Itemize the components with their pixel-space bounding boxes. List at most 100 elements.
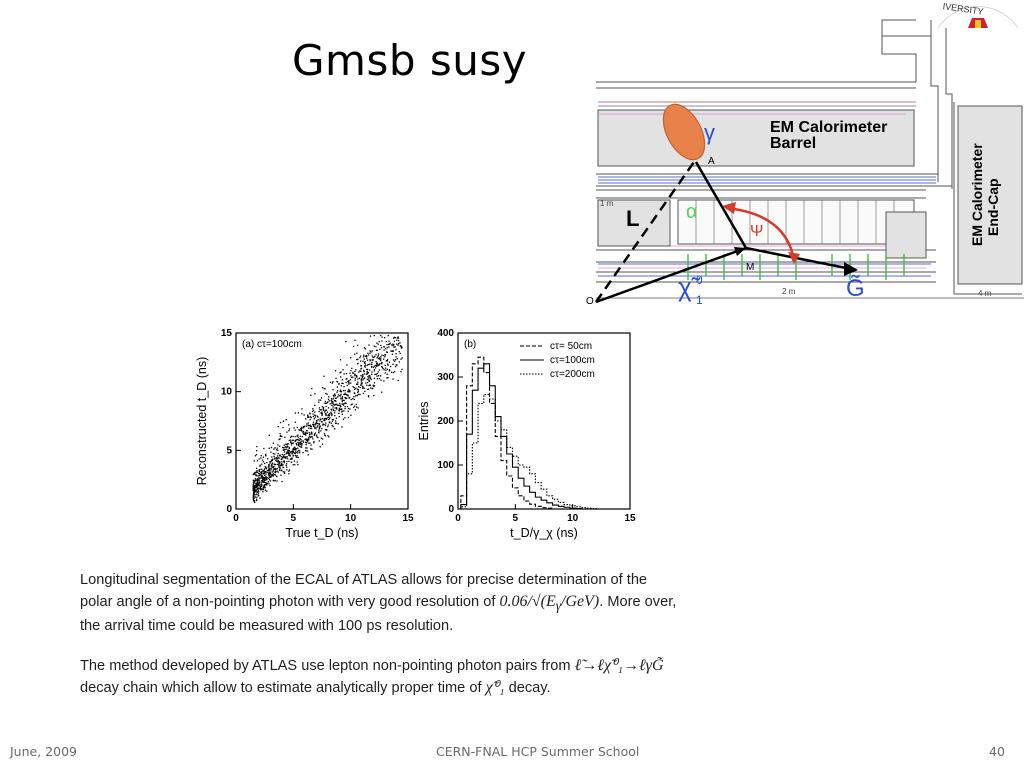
scatter-point xyxy=(373,369,376,371)
scatter-point xyxy=(327,401,329,403)
scatter-point xyxy=(294,452,296,454)
scatter-point xyxy=(362,374,364,376)
scatter-point xyxy=(377,371,379,373)
scatter-point xyxy=(312,438,314,440)
scatter-point xyxy=(293,460,296,462)
scatter-point xyxy=(378,340,380,343)
scatter-point xyxy=(334,422,337,424)
scatter-point xyxy=(252,495,255,497)
scatter-point xyxy=(377,374,380,377)
scatter-point xyxy=(261,479,264,482)
scatter-point xyxy=(281,480,283,483)
scatter-point xyxy=(363,377,366,379)
scatter-point xyxy=(293,427,295,429)
scatter-point xyxy=(371,355,373,357)
hist-ytick-label: 100 xyxy=(437,460,454,471)
scatter-point xyxy=(261,484,263,487)
scatter-point xyxy=(253,485,256,487)
scale-2m: 2 m xyxy=(782,287,796,296)
scatter-point xyxy=(268,469,270,471)
scatter-point xyxy=(357,407,359,409)
scatter-point xyxy=(291,439,293,441)
scatter-point xyxy=(396,339,398,341)
scatter-point xyxy=(369,359,371,361)
scatter-point xyxy=(345,341,347,343)
scatter-point xyxy=(302,441,304,443)
scatter-point xyxy=(337,394,340,396)
scatter-point xyxy=(327,425,329,428)
scatter-point xyxy=(306,423,308,425)
scatter-point xyxy=(380,347,383,349)
scatter-point xyxy=(294,436,296,438)
scatter-point xyxy=(299,429,301,431)
scatter-point xyxy=(350,357,352,359)
scatter-point xyxy=(312,408,314,410)
scatter-point xyxy=(308,431,310,434)
scatter-point xyxy=(257,484,259,486)
scatter-point xyxy=(330,413,332,415)
scatter-point xyxy=(276,460,278,463)
scatter-point xyxy=(266,458,269,460)
scatter-point xyxy=(331,420,334,422)
scatter-point xyxy=(367,396,370,398)
scatter-point xyxy=(380,358,382,360)
scatter-point xyxy=(277,471,279,473)
scatter-point xyxy=(297,443,300,446)
scatter-point xyxy=(259,468,261,471)
scatter-point xyxy=(304,441,307,443)
scatter-point xyxy=(392,363,394,365)
scatter-point xyxy=(264,489,267,491)
scatter-point xyxy=(311,410,314,413)
scatter-point xyxy=(255,453,258,456)
scatter-point xyxy=(334,403,337,405)
scatter-point xyxy=(252,485,254,488)
scatter-point xyxy=(264,466,266,468)
scatter-point xyxy=(263,485,265,487)
scatter-point xyxy=(254,455,257,457)
scatter-point xyxy=(324,435,327,437)
scatter-xtick-label: 10 xyxy=(345,513,357,524)
hist-xtick-label: 10 xyxy=(567,513,579,524)
scatter-point xyxy=(270,468,272,470)
scatter-point xyxy=(361,376,364,378)
scatter-point xyxy=(321,420,323,423)
scatter-point xyxy=(289,454,291,457)
scatter-point xyxy=(364,390,366,393)
scatter-point xyxy=(264,467,267,469)
hist-xlabel: t_D/γ_χ (ns) xyxy=(510,526,578,540)
scatter-point xyxy=(292,451,294,454)
scatter-point xyxy=(343,410,345,412)
scatter-point xyxy=(328,422,330,424)
scatter-point xyxy=(353,392,356,394)
scatter-point xyxy=(335,397,338,399)
scatter-point xyxy=(334,397,337,399)
scatter-point xyxy=(395,353,397,355)
scatter-point xyxy=(381,365,383,368)
scatter-point xyxy=(254,494,256,496)
scatter-point xyxy=(311,433,313,435)
scatter-point xyxy=(297,450,299,453)
scatter-point xyxy=(274,471,276,473)
scatter-point xyxy=(289,439,291,441)
scatter-point xyxy=(256,467,258,469)
scatter-point xyxy=(389,342,391,344)
scatter-point xyxy=(253,473,256,475)
scatter-point xyxy=(349,408,351,410)
scatter-point xyxy=(343,402,345,405)
scatter-point xyxy=(353,406,355,409)
hist-ytick-label: 400 xyxy=(437,328,454,339)
chi-sub: 1 xyxy=(696,293,703,307)
scatter-point xyxy=(260,488,263,490)
scatter-point xyxy=(328,436,330,438)
scatter-point xyxy=(279,421,282,424)
scatter-point xyxy=(285,463,288,465)
scatter-point xyxy=(334,407,336,409)
scatter-point xyxy=(288,447,290,450)
scatter-point xyxy=(352,372,354,375)
scatter-point xyxy=(324,417,326,420)
alpha-label: α xyxy=(686,201,698,223)
scatter-point xyxy=(373,382,376,384)
scatter-point xyxy=(257,492,260,494)
scatter-point xyxy=(252,473,254,476)
scatter-point xyxy=(313,423,315,425)
